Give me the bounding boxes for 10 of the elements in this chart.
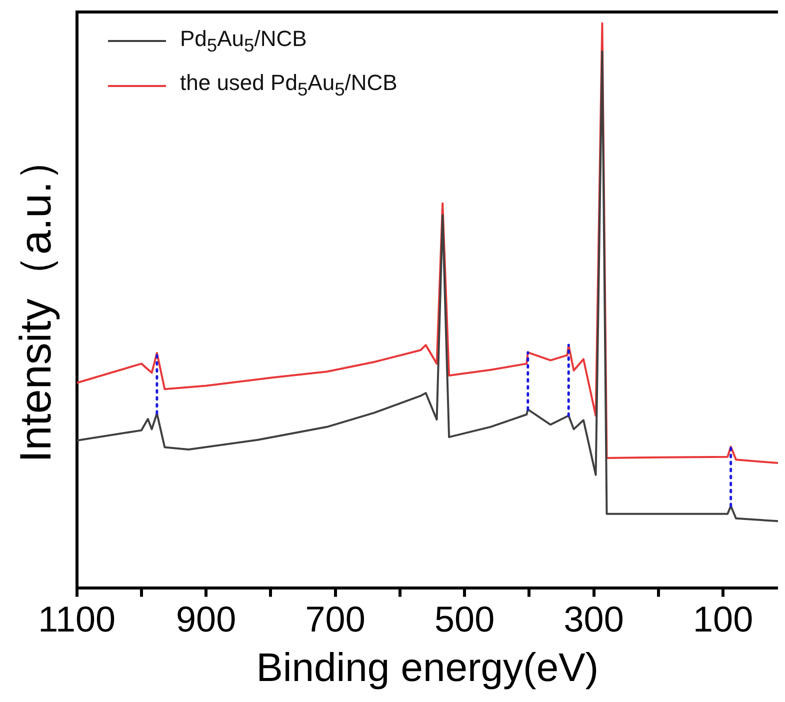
x-tick-label: 700 xyxy=(305,598,366,640)
x-tick-label: 100 xyxy=(693,598,754,640)
x-tick-label: 900 xyxy=(176,598,236,640)
y-axis-title: Intensity（a.u.） xyxy=(12,137,61,463)
x-tick-label: 500 xyxy=(434,598,495,640)
x-tick-label: 1100 xyxy=(38,598,116,640)
x-tick-label: 300 xyxy=(564,598,624,640)
x-axis-title: Binding energy(eV) xyxy=(256,646,599,690)
legend-label: Pd$_{5}$Au$_{5}$/NCB xyxy=(180,26,307,56)
legend-label: the used Pd$_{5}$Au$_{5}$/NCB xyxy=(180,70,398,101)
